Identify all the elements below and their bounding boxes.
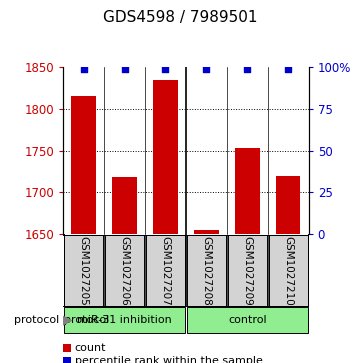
Point (244, 66, 250, 72)
FancyBboxPatch shape (64, 235, 103, 306)
Text: GSM1027210: GSM1027210 (283, 236, 293, 305)
Point (122, 66, 127, 72)
Text: percentile rank within the sample: percentile rank within the sample (75, 356, 262, 363)
Text: GDS4598 / 7989501: GDS4598 / 7989501 (103, 11, 258, 25)
Text: GSM1027206: GSM1027206 (119, 236, 130, 305)
FancyBboxPatch shape (187, 307, 308, 333)
FancyBboxPatch shape (269, 235, 308, 306)
FancyBboxPatch shape (64, 307, 185, 333)
Text: miR-31 inhibition: miR-31 inhibition (77, 315, 172, 325)
Point (204, 66, 209, 72)
Text: GSM1027209: GSM1027209 (242, 236, 252, 305)
Bar (235, 148, 260, 234)
Bar (112, 178, 137, 234)
Point (162, 66, 168, 72)
Text: count: count (75, 343, 106, 354)
Text: GSM1027205: GSM1027205 (79, 236, 89, 305)
Bar (71, 96, 96, 234)
Text: control: control (228, 315, 266, 325)
FancyBboxPatch shape (146, 235, 185, 306)
Text: ▶: ▶ (63, 314, 73, 327)
Bar (153, 79, 178, 234)
Text: protocol: protocol (64, 315, 109, 325)
Point (81, 66, 87, 72)
Bar (194, 230, 219, 234)
Text: GSM1027207: GSM1027207 (160, 236, 170, 305)
Point (285, 66, 291, 72)
Text: GSM1027208: GSM1027208 (201, 236, 212, 305)
FancyBboxPatch shape (187, 235, 226, 306)
Text: protocol: protocol (14, 315, 60, 325)
FancyBboxPatch shape (228, 235, 267, 306)
FancyBboxPatch shape (105, 235, 144, 306)
Bar (276, 176, 300, 234)
